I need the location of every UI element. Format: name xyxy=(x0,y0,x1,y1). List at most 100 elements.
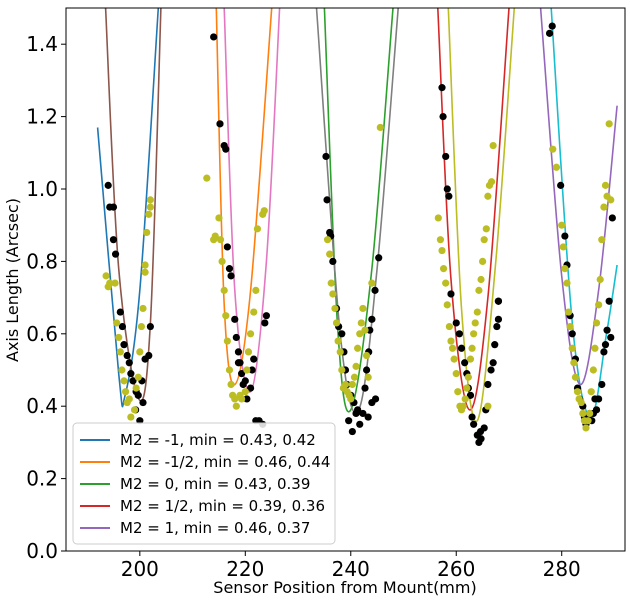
y-axis: 0.0 0.2 0.4 0.6 0.8 1.0 1.2 1.4 xyxy=(26,32,66,563)
data-point xyxy=(589,366,597,374)
data-point xyxy=(545,29,554,37)
data-point xyxy=(106,279,114,287)
data-point xyxy=(359,304,367,313)
data-point xyxy=(350,373,359,381)
data-point xyxy=(461,395,469,403)
data-point xyxy=(244,348,253,356)
data-point xyxy=(584,417,592,425)
data-point xyxy=(577,398,585,407)
data-point xyxy=(477,435,485,443)
data-point xyxy=(376,123,384,132)
data-point xyxy=(215,214,223,222)
scatter-points xyxy=(102,22,616,446)
data-point xyxy=(220,286,228,294)
data-point xyxy=(607,196,615,204)
data-point xyxy=(442,152,450,161)
data-point xyxy=(489,141,497,150)
data-point xyxy=(136,348,144,356)
data-point xyxy=(129,377,137,385)
data-point xyxy=(438,246,446,255)
data-point xyxy=(368,279,376,287)
data-point xyxy=(250,308,258,316)
data-point xyxy=(364,373,372,381)
fit-curve xyxy=(104,8,162,402)
data-point xyxy=(568,344,576,352)
data-point xyxy=(592,319,601,327)
data-point xyxy=(137,322,146,331)
fit-curve xyxy=(223,8,281,393)
data-point xyxy=(134,373,142,381)
data-point xyxy=(125,359,133,367)
data-point xyxy=(218,257,226,265)
data-point xyxy=(336,348,344,356)
data-point xyxy=(591,395,599,403)
y-tick-label: 1.4 xyxy=(26,32,58,56)
data-point xyxy=(123,351,131,360)
data-point xyxy=(480,236,488,244)
fit-curve xyxy=(323,8,394,413)
legend-box xyxy=(72,422,336,545)
data-point xyxy=(323,236,332,244)
data-point xyxy=(232,402,240,410)
data-point xyxy=(134,391,142,399)
data-point xyxy=(475,286,483,294)
x-tick-label: 240 xyxy=(332,557,370,581)
data-point xyxy=(347,395,355,403)
data-point xyxy=(210,33,218,41)
data-point xyxy=(130,406,139,414)
data-point xyxy=(598,236,606,244)
data-point xyxy=(466,355,475,363)
data-point xyxy=(352,362,360,370)
data-point xyxy=(243,395,251,403)
data-point xyxy=(479,257,487,265)
data-point xyxy=(452,370,460,378)
data-point xyxy=(118,366,126,374)
data-point xyxy=(476,427,485,436)
data-point xyxy=(332,319,341,327)
data-point xyxy=(571,373,580,381)
data-point xyxy=(563,279,571,287)
data-point xyxy=(438,84,446,92)
data-point xyxy=(104,181,112,189)
data-point xyxy=(246,330,255,338)
data-point xyxy=(234,348,243,356)
data-point xyxy=(608,214,616,222)
data-point xyxy=(605,120,613,128)
data-point xyxy=(329,257,337,265)
data-point xyxy=(484,402,492,410)
data-point xyxy=(341,380,350,389)
data-point xyxy=(216,120,224,128)
data-point xyxy=(558,221,566,229)
data-point xyxy=(223,243,231,251)
data-point xyxy=(234,359,243,367)
data-point xyxy=(250,355,258,363)
data-point xyxy=(326,250,334,258)
x-tick-label: 200 xyxy=(121,557,159,581)
data-point xyxy=(111,250,120,258)
data-point xyxy=(561,265,569,273)
data-point xyxy=(102,272,110,280)
data-point xyxy=(595,301,603,309)
data-point xyxy=(248,366,256,374)
data-point xyxy=(356,330,364,338)
y-axis-label: Axis Length (Arcsec) xyxy=(3,198,22,362)
data-point xyxy=(439,113,447,121)
data-point xyxy=(232,333,240,342)
data-point xyxy=(559,243,567,251)
data-point xyxy=(362,366,371,374)
data-point xyxy=(120,377,128,385)
data-point xyxy=(145,210,153,218)
data-point xyxy=(323,196,331,204)
data-point xyxy=(570,359,578,367)
data-point xyxy=(348,380,356,389)
data-point xyxy=(223,337,231,345)
data-point xyxy=(436,236,445,244)
data-point xyxy=(211,232,219,240)
data-point xyxy=(143,228,151,237)
data-point xyxy=(361,384,369,392)
x-axis-label: Sensor Position from Mount(mm) xyxy=(213,578,476,597)
data-point xyxy=(364,413,372,421)
data-point xyxy=(203,174,211,182)
data-point xyxy=(468,413,476,421)
data-point xyxy=(601,181,610,189)
